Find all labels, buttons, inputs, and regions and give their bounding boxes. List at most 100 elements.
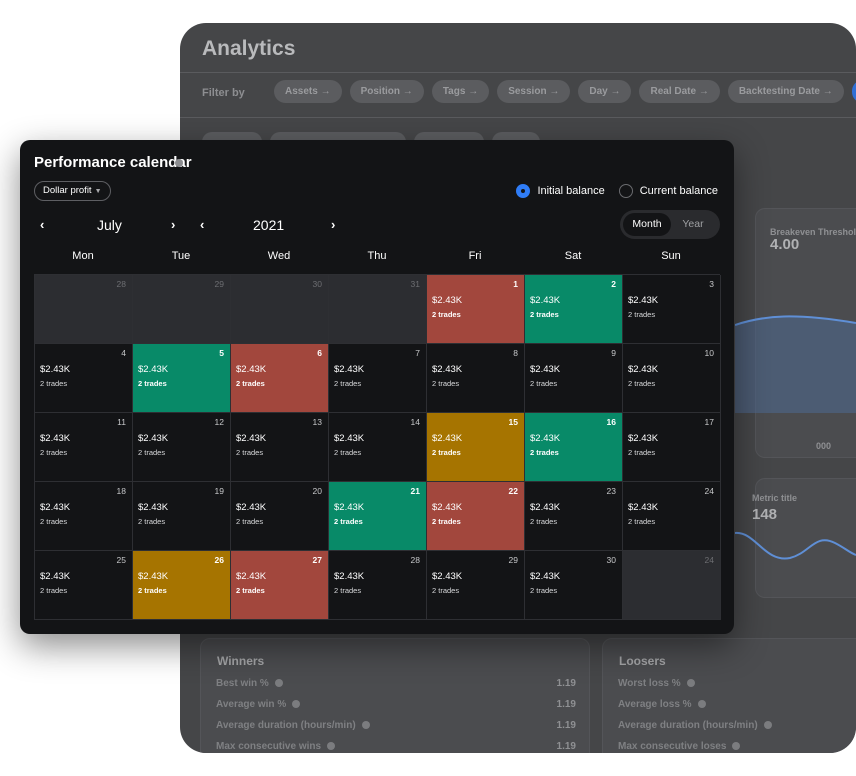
filter-chip-more[interactable] [851,80,856,103]
info-icon[interactable] [361,721,370,729]
month-label: July [97,217,122,233]
calendar-day[interactable]: 2 $2.43K 2 trades [525,275,623,344]
calendar-day[interactable]: 4 $2.43K 2 trades [35,344,133,413]
calendar-day[interactable]: 16 $2.43K 2 trades [525,413,623,482]
calendar-day[interactable]: 18 $2.43K 2 trades [35,482,133,551]
filter-chip-position[interactable]: Position → [349,80,424,103]
prev-month-button[interactable]: ‹ [40,217,45,232]
day-trade-count: 2 trades [40,379,68,388]
day-profit: $2.43K [530,295,561,306]
day-number: 14 [410,417,420,427]
day-profit: $2.43K [40,433,71,444]
filter-chip-assets[interactable]: Assets → [274,80,342,103]
day-trade-count: 2 trades [334,586,362,595]
filter-chip-tags[interactable]: Tags → [431,80,490,103]
calendar-day[interactable]: 29 $2.43K 2 trades [427,551,525,620]
calendar-day[interactable]: 10 $2.43K 2 trades [623,344,721,413]
day-number: 3 [709,279,714,289]
toggle-month[interactable]: Month [623,213,671,236]
day-trade-count: 2 trades [432,448,461,457]
loosers-row: Max consecutive loses [618,741,856,753]
day-profit: $2.43K [530,433,561,444]
day-number: 18 [116,486,126,496]
radio-current-balance[interactable]: Current balance [618,184,718,198]
stat-value: 1.19 [556,741,576,752]
calendar-day[interactable]: 7 $2.43K 2 trades [329,344,427,413]
calendar-day[interactable]: 25 $2.43K 2 trades [35,551,133,620]
calendar-day[interactable]: 26 $2.43K 2 trades [133,551,231,620]
calendar-day[interactable]: 27 $2.43K 2 trades [231,551,329,620]
filter-chip-session[interactable]: Session → [497,80,571,103]
filter-chips: Assets → Position → Tags → Session → Day… [274,80,856,103]
balance-radio-group: Initial balance Current balance [516,184,718,198]
info-icon[interactable] [327,742,336,750]
calendar-day[interactable]: 30 $2.43K 2 trades [525,551,623,620]
day-profit: $2.43K [138,433,169,444]
calendar-day[interactable]: 13 $2.43K 2 trades [231,413,329,482]
calendar-day[interactable]: 21 $2.43K 2 trades [329,482,427,551]
calendar-day[interactable]: 23 $2.43K 2 trades [525,482,623,551]
info-icon[interactable] [686,679,695,687]
filter-chip-real-date[interactable]: Real Date → [639,80,720,103]
day-trade-count: 2 trades [432,586,460,595]
day-number: 19 [214,486,224,496]
day-trade-count: 2 trades [138,586,167,595]
calendar-day[interactable]: 20 $2.43K 2 trades [231,482,329,551]
year-label: 2021 [253,217,285,233]
weekday-label: Sun [661,250,681,262]
calendar-day[interactable]: 22 $2.43K 2 trades [427,482,525,551]
day-number: 1 [513,279,518,289]
metric-value: 148 [752,506,778,523]
day-profit: $2.43K [236,571,267,582]
toggle-year[interactable]: Year [682,218,704,230]
calendar-day[interactable]: 12 $2.43K 2 trades [133,413,231,482]
day-profit: $2.43K [628,502,659,513]
radio-label: Initial balance [537,185,605,197]
info-icon[interactable] [292,700,301,708]
calendar-day[interactable]: 9 $2.43K 2 trades [525,344,623,413]
day-profit: $2.43K [530,502,561,513]
calendar-day[interactable]: 30 [231,275,329,344]
info-icon[interactable] [274,679,283,687]
winners-row: Average duration (hours/min) 1.19 [216,720,576,736]
calendar-day[interactable]: 28 $2.43K 2 trades [329,551,427,620]
radio-initial-balance[interactable]: Initial balance [516,184,605,198]
calendar-day[interactable]: 3 $2.43K 2 trades [623,275,721,344]
calendar-day[interactable]: 14 $2.43K 2 trades [329,413,427,482]
calendar-day[interactable]: 5 $2.43K 2 trades [133,344,231,413]
day-number: 27 [312,555,322,565]
day-number: 28 [410,555,420,565]
calendar-day[interactable]: 15 $2.43K 2 trades [427,413,525,482]
calendar-day[interactable]: 24 [623,551,721,620]
calendar-day[interactable]: 31 [329,275,427,344]
day-trade-count: 2 trades [530,310,559,319]
prev-year-button[interactable]: ‹ [200,217,205,232]
calendar-day[interactable]: 19 $2.43K 2 trades [133,482,231,551]
weekday-header: Mon Tue Wed Thu Fri Sat Sun [34,250,720,262]
calendar-day[interactable]: 29 [133,275,231,344]
info-icon[interactable] [697,700,706,708]
info-icon[interactable] [763,721,772,729]
calendar-day[interactable]: 1 $2.43K 2 trades [427,275,525,344]
calendar-day[interactable]: 8 $2.43K 2 trades [427,344,525,413]
metric-dropdown[interactable]: Dollar profit ▼ [34,181,111,201]
calendar-day[interactable]: 6 $2.43K 2 trades [231,344,329,413]
calendar-day[interactable]: 11 $2.43K 2 trades [35,413,133,482]
stat-label: Worst loss % [618,678,681,689]
next-year-button[interactable]: › [331,217,336,232]
calendar-day[interactable]: 24 $2.43K 2 trades [623,482,721,551]
day-trade-count: 2 trades [236,517,264,526]
info-icon[interactable] [175,159,183,167]
filter-chip-day[interactable]: Day → [578,80,632,103]
next-month-button[interactable]: › [171,217,176,232]
stat-label: Average win % [216,699,287,710]
info-icon[interactable] [732,742,741,750]
weekday-label: Fri [468,250,482,262]
day-trade-count: 2 trades [334,448,362,457]
calendar-day[interactable]: 17 $2.43K 2 trades [623,413,721,482]
filter-chip-backtesting-date[interactable]: Backtesting Date → [727,80,844,103]
day-number: 24 [704,555,714,565]
calendar-day[interactable]: 28 [35,275,133,344]
day-trade-count: 2 trades [530,379,558,388]
day-trade-count: 2 trades [40,517,68,526]
